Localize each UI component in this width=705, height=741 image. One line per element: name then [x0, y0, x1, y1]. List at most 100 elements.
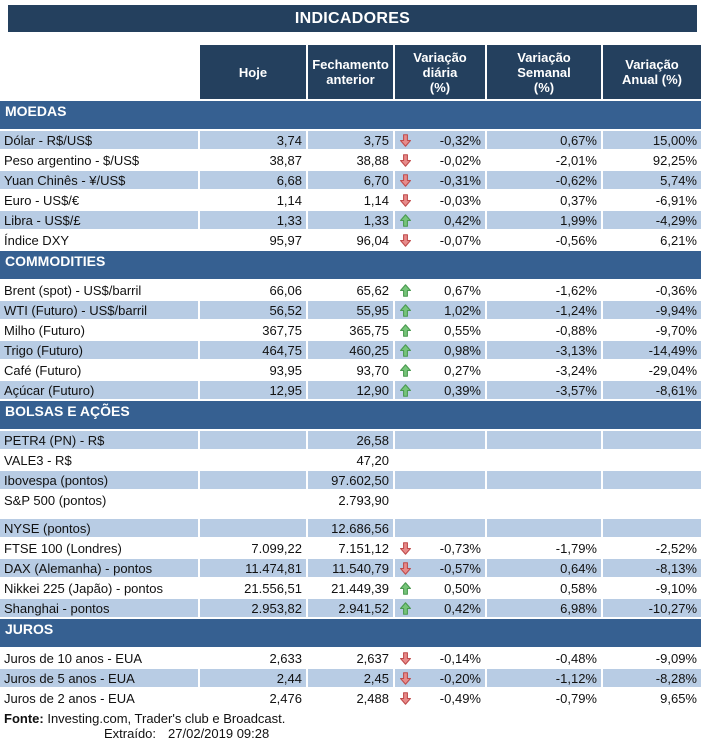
section-header-moedas[interactable]: MOEDAS	[0, 101, 703, 131]
hoje-cell[interactable]: 1,33	[200, 211, 308, 231]
hoje-cell[interactable]: 66,06	[200, 281, 308, 301]
variacao-diaria-cell[interactable]	[395, 491, 487, 511]
variacao-semanal-cell[interactable]	[487, 519, 603, 539]
fechamento-anterior-cell[interactable]: 55,95	[308, 301, 395, 321]
fechamento-anterior-cell[interactable]: 2,637	[308, 649, 395, 669]
fechamento-anterior-cell[interactable]: 11.540,79	[308, 559, 395, 579]
variacao-diaria-cell[interactable]: -0,32%	[395, 131, 487, 151]
variacao-anual-cell[interactable]	[603, 431, 703, 451]
row-label-cell[interactable]: Peso argentino - $/US$	[0, 151, 200, 171]
col-header-hoje[interactable]: Hoje	[200, 45, 308, 101]
fechamento-anterior-cell[interactable]: 93,70	[308, 361, 395, 381]
fechamento-anterior-cell[interactable]: 26,58	[308, 431, 395, 451]
variacao-anual-cell[interactable]: -9,94%	[603, 301, 703, 321]
hoje-cell[interactable]: 2,44	[200, 669, 308, 689]
variacao-semanal-cell[interactable]: 0,58%	[487, 579, 603, 599]
row-label-cell[interactable]: FTSE 100 (Londres)	[0, 539, 200, 559]
row-label-cell[interactable]: Yuan Chinês - ¥/US$	[0, 171, 200, 191]
col-header-variacao-semanal[interactable]: Variação Semanal (%)	[487, 45, 603, 101]
variacao-anual-cell[interactable]	[603, 471, 703, 491]
fechamento-anterior-cell[interactable]: 2,45	[308, 669, 395, 689]
variacao-semanal-cell[interactable]: 0,64%	[487, 559, 603, 579]
row-label-cell[interactable]: WTI (Futuro) - US$/barril	[0, 301, 200, 321]
row-label-cell[interactable]: Índice DXY	[0, 231, 200, 251]
variacao-diaria-cell[interactable]: 0,39%	[395, 381, 487, 401]
variacao-diaria-cell[interactable]: 0,42%	[395, 211, 487, 231]
fechamento-anterior-cell[interactable]: 2.941,52	[308, 599, 395, 619]
hoje-cell[interactable]: 11.474,81	[200, 559, 308, 579]
row-label-cell[interactable]: Juros de 5 anos - EUA	[0, 669, 200, 689]
fechamento-anterior-cell[interactable]: 12.686,56	[308, 519, 395, 539]
variacao-semanal-cell[interactable]: -0,79%	[487, 689, 603, 709]
row-label-cell[interactable]: Açúcar (Futuro)	[0, 381, 200, 401]
variacao-anual-cell[interactable]: -29,04%	[603, 361, 703, 381]
variacao-anual-cell[interactable]: 5,74%	[603, 171, 703, 191]
fechamento-anterior-cell[interactable]: 1,14	[308, 191, 395, 211]
variacao-diaria-cell[interactable]: 0,67%	[395, 281, 487, 301]
row-label-cell[interactable]: Milho (Futuro)	[0, 321, 200, 341]
variacao-diaria-cell[interactable]: 1,02%	[395, 301, 487, 321]
variacao-semanal-cell[interactable]	[487, 491, 603, 511]
hoje-cell[interactable]: 7.099,22	[200, 539, 308, 559]
variacao-semanal-cell[interactable]: -1,12%	[487, 669, 603, 689]
variacao-diaria-cell[interactable]: -0,20%	[395, 669, 487, 689]
variacao-anual-cell[interactable]: -8,13%	[603, 559, 703, 579]
hoje-cell[interactable]: 2,476	[200, 689, 308, 709]
variacao-anual-cell[interactable]: -8,61%	[603, 381, 703, 401]
hoje-cell[interactable]	[200, 471, 308, 491]
hoje-cell[interactable]	[200, 431, 308, 451]
variacao-diaria-cell[interactable]: 0,50%	[395, 579, 487, 599]
variacao-anual-cell[interactable]: 92,25%	[603, 151, 703, 171]
hoje-cell[interactable]	[200, 519, 308, 539]
variacao-semanal-cell[interactable]	[487, 471, 603, 491]
section-header-commodities[interactable]: COMMODITIES	[0, 251, 703, 281]
fechamento-anterior-cell[interactable]: 6,70	[308, 171, 395, 191]
variacao-semanal-cell[interactable]: -3,57%	[487, 381, 603, 401]
variacao-anual-cell[interactable]: -14,49%	[603, 341, 703, 361]
variacao-semanal-cell[interactable]: 6,98%	[487, 599, 603, 619]
variacao-semanal-cell[interactable]: -2,01%	[487, 151, 603, 171]
variacao-diaria-cell[interactable]: -0,49%	[395, 689, 487, 709]
fechamento-anterior-cell[interactable]: 65,62	[308, 281, 395, 301]
variacao-semanal-cell[interactable]: -1,79%	[487, 539, 603, 559]
fechamento-anterior-cell[interactable]: 12,90	[308, 381, 395, 401]
hoje-cell[interactable]: 95,97	[200, 231, 308, 251]
fechamento-anterior-cell[interactable]: 47,20	[308, 451, 395, 471]
hoje-cell[interactable]: 1,14	[200, 191, 308, 211]
variacao-diaria-cell[interactable]: -0,57%	[395, 559, 487, 579]
hoje-cell[interactable]	[200, 451, 308, 471]
row-label-cell[interactable]: NYSE (pontos)	[0, 519, 200, 539]
variacao-diaria-cell[interactable]	[395, 431, 487, 451]
hoje-cell[interactable]: 2.953,82	[200, 599, 308, 619]
variacao-diaria-cell[interactable]	[395, 519, 487, 539]
variacao-semanal-cell[interactable]	[487, 431, 603, 451]
hoje-cell[interactable]: 21.556,51	[200, 579, 308, 599]
row-label-cell[interactable]: Trigo (Futuro)	[0, 341, 200, 361]
hoje-cell[interactable]: 367,75	[200, 321, 308, 341]
hoje-cell[interactable]: 12,95	[200, 381, 308, 401]
fechamento-anterior-cell[interactable]: 2.793,90	[308, 491, 395, 511]
fechamento-anterior-cell[interactable]: 365,75	[308, 321, 395, 341]
variacao-diaria-cell[interactable]: -0,73%	[395, 539, 487, 559]
variacao-diaria-cell[interactable]: -0,03%	[395, 191, 487, 211]
fechamento-anterior-cell[interactable]: 38,88	[308, 151, 395, 171]
hoje-cell[interactable]: 56,52	[200, 301, 308, 321]
variacao-semanal-cell[interactable]: -0,48%	[487, 649, 603, 669]
row-label-cell[interactable]: VALE3 - R$	[0, 451, 200, 471]
fechamento-anterior-cell[interactable]: 97.602,50	[308, 471, 395, 491]
row-label-cell[interactable]: Shanghai - pontos	[0, 599, 200, 619]
fechamento-anterior-cell[interactable]: 96,04	[308, 231, 395, 251]
variacao-diaria-cell[interactable]	[395, 471, 487, 491]
variacao-diaria-cell[interactable]: 0,55%	[395, 321, 487, 341]
variacao-anual-cell[interactable]: -6,91%	[603, 191, 703, 211]
variacao-diaria-cell[interactable]: -0,31%	[395, 171, 487, 191]
variacao-diaria-cell[interactable]	[395, 451, 487, 471]
variacao-anual-cell[interactable]	[603, 491, 703, 511]
variacao-anual-cell[interactable]: -9,09%	[603, 649, 703, 669]
variacao-anual-cell[interactable]: -0,36%	[603, 281, 703, 301]
fechamento-anterior-cell[interactable]: 7.151,12	[308, 539, 395, 559]
variacao-diaria-cell[interactable]: -0,07%	[395, 231, 487, 251]
section-header-juros[interactable]: JUROS	[0, 619, 703, 649]
row-label-cell[interactable]: Café (Futuro)	[0, 361, 200, 381]
fechamento-anterior-cell[interactable]: 460,25	[308, 341, 395, 361]
